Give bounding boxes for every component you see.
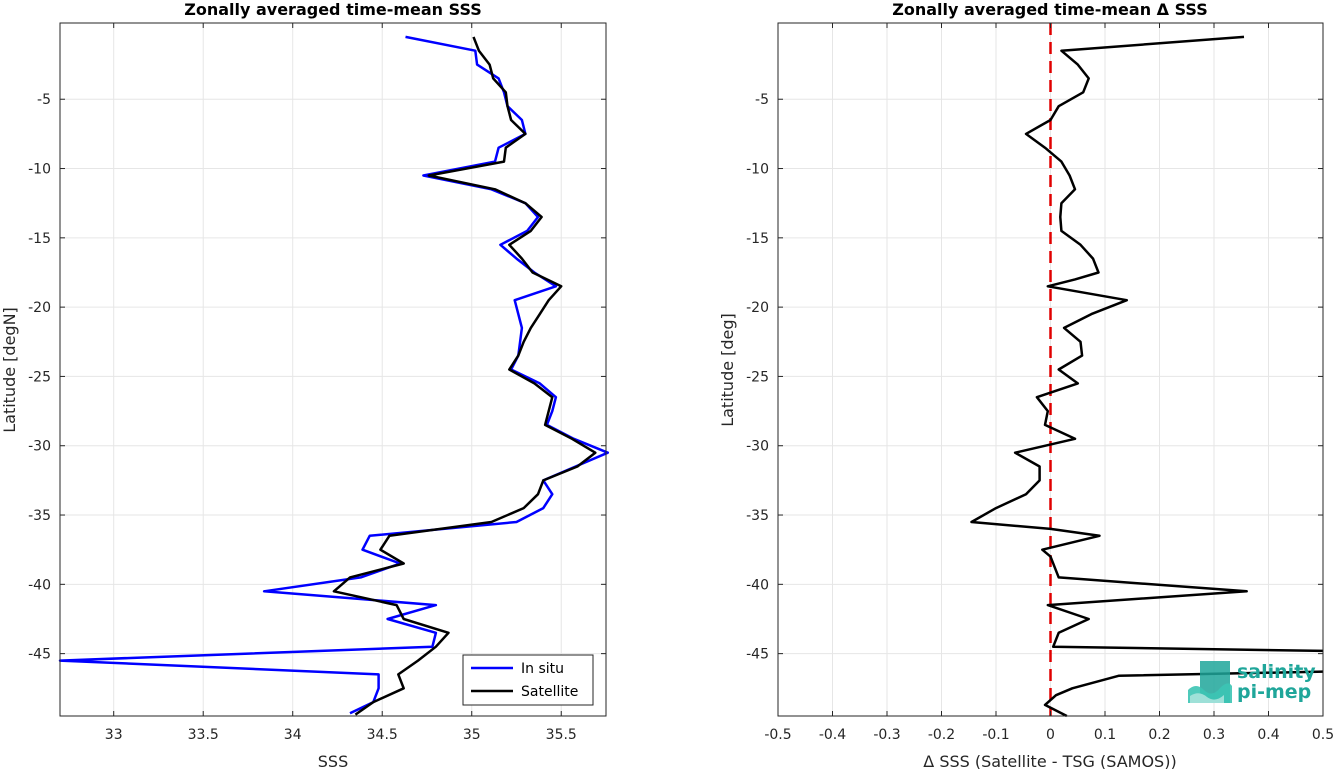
delta-sss-x-ticks: -0.5 -0.4 -0.3 -0.2 -0.1 0 0.1 0.2 0.3 0.4 0.5 bbox=[764, 23, 1334, 743]
sss-panel: 33 33.5 34 34.5 35 35.5 -5-10-15-20-25-30-35-… bbox=[0, 0, 610, 769]
delta-sss-x-tick-label: 0.1 bbox=[1094, 727, 1116, 743]
delta-sss-x-tick-label: -0.3 bbox=[873, 727, 900, 743]
legend-box bbox=[462, 654, 594, 706]
sss-y-ticks: -5 -10 -15 -20 -25 -30 -35 -40 -45 bbox=[28, 92, 606, 663]
delta-sss-y-tick-label: -5 bbox=[755, 92, 769, 108]
delta-sss-chart-title: Zonally averaged time-mean Δ SSS bbox=[892, 0, 1208, 19]
wave-logo-icon bbox=[1188, 661, 1232, 703]
delta-sss-panel: -0.5 -0.4 -0.3 -0.2 -0.1 0 0.1 0.2 0.3 0.4 0.5 -5-… bbox=[718, 0, 1334, 769]
delta-sss-y-tick-label: -45 bbox=[746, 647, 769, 663]
delta-sss-x-tick-label: -0.2 bbox=[928, 727, 955, 743]
sss-x-ticks: 33 33.5 34 34.5 35 35.5 bbox=[105, 23, 577, 743]
delta-sss-x-tick-label: 0.3 bbox=[1203, 727, 1225, 743]
sss-x-tick-label: 33 bbox=[105, 727, 123, 743]
sss-y-tick-label: -25 bbox=[28, 369, 51, 385]
sss-x-tick-label: 34 bbox=[284, 727, 302, 743]
sss-x-tick-label: 34.5 bbox=[367, 727, 398, 743]
sss-axes-frame bbox=[59, 22, 607, 717]
sss-y-axis-label: Latitude [degN] bbox=[0, 307, 19, 433]
delta-sss-series bbox=[970, 35, 1324, 718]
delta-sss-x-tick-label: 0.2 bbox=[1148, 727, 1170, 743]
delta-sss-y-tick-label: -35 bbox=[746, 508, 769, 524]
delta-sss-y-tick-label: -30 bbox=[746, 439, 769, 455]
delta-sss-series-segment-2 bbox=[1043, 670, 1324, 718]
sss-y-tick-label: -15 bbox=[28, 231, 51, 247]
sss-grid bbox=[60, 23, 606, 716]
sss-y-tick-label: -45 bbox=[28, 647, 51, 663]
legend: In situ Satellite bbox=[462, 654, 594, 706]
sss-y-tick-label: -40 bbox=[28, 577, 51, 593]
sss-x-tick-label: 33.5 bbox=[188, 727, 219, 743]
sss-series-in-situ bbox=[58, 35, 610, 715]
legend-in-situ-label: In situ bbox=[521, 661, 564, 677]
delta-sss-x-tick-label: -0.4 bbox=[819, 727, 846, 743]
delta-sss-x-tick-label: 0.5 bbox=[1312, 727, 1334, 743]
salinity-pi-mep-logo: salinity pi-mep bbox=[1188, 661, 1316, 703]
sss-series-satellite bbox=[332, 36, 597, 716]
delta-sss-x-tick-label: -0.5 bbox=[764, 727, 791, 743]
delta-sss-x-axis-label: Δ SSS (Satellite - TSG (SAMOS)) bbox=[923, 752, 1176, 769]
delta-sss-y-ticks: -5 -10 -15 -20 -25 -30 -35 -40 -45 bbox=[746, 92, 1323, 663]
delta-sss-x-tick-label: 0.4 bbox=[1257, 727, 1279, 743]
sss-y-tick-label: -30 bbox=[28, 439, 51, 455]
sss-x-tick-label: 35.5 bbox=[546, 727, 577, 743]
sss-chart-title: Zonally averaged time-mean SSS bbox=[184, 0, 482, 19]
delta-sss-x-tick-label: -0.1 bbox=[982, 727, 1009, 743]
sss-series bbox=[58, 35, 610, 716]
logo-text-pi-mep: pi-mep bbox=[1237, 681, 1311, 703]
delta-sss-y-tick-label: -40 bbox=[746, 577, 769, 593]
delta-sss-y-tick-label: -20 bbox=[746, 300, 769, 316]
sss-y-tick-label: -35 bbox=[28, 508, 51, 524]
delta-sss-x-tick-label: 0 bbox=[1046, 727, 1055, 743]
delta-sss-y-tick-label: -25 bbox=[746, 369, 769, 385]
legend-satellite-label: Satellite bbox=[521, 684, 578, 700]
sss-y-tick-label: -20 bbox=[28, 300, 51, 316]
sss-y-tick-label: -10 bbox=[28, 162, 51, 178]
delta-sss-grid bbox=[777, 23, 1324, 716]
delta-sss-y-tick-label: -15 bbox=[746, 231, 769, 247]
sss-x-axis-label: SSS bbox=[318, 752, 348, 769]
sss-y-tick-label: -5 bbox=[37, 92, 51, 108]
delta-sss-y-axis-label: Latitude [deg] bbox=[718, 313, 737, 427]
delta-sss-series-segment-1 bbox=[970, 35, 1324, 653]
logo-text-salinity: salinity bbox=[1237, 661, 1316, 683]
sss-x-tick-label: 35 bbox=[463, 727, 481, 743]
delta-sss-y-tick-label: -10 bbox=[746, 162, 769, 178]
